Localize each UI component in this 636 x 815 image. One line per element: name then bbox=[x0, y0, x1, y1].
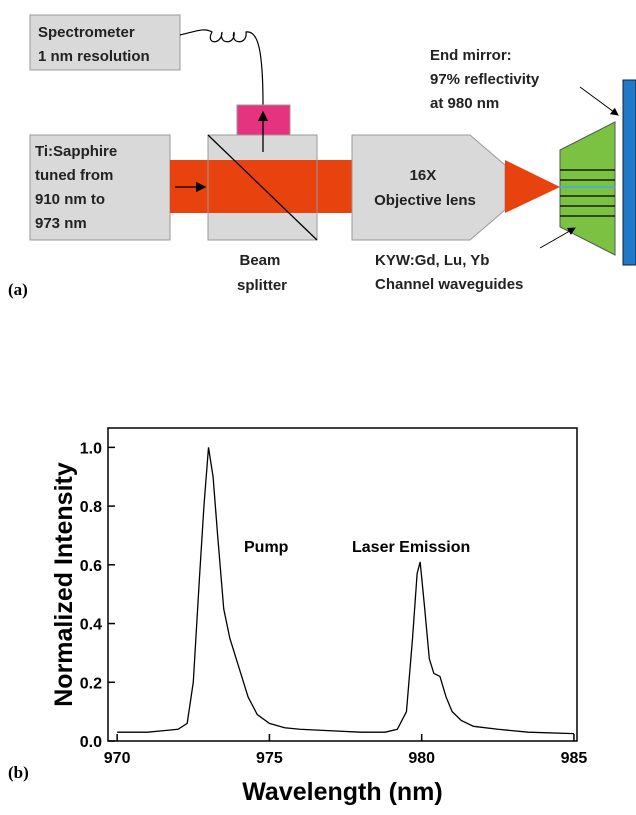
panel-label: (a) bbox=[8, 280, 28, 299]
label-line: 97% reflectivity bbox=[430, 71, 540, 88]
label-line: at 980 nm bbox=[430, 95, 499, 112]
label-line: Objective lens bbox=[374, 192, 476, 209]
label-line: 910 nm to bbox=[35, 191, 105, 208]
label-line: KYW:Gd, Lu, Yb bbox=[375, 252, 489, 269]
label-line: Channel waveguides bbox=[375, 276, 523, 293]
annotation: Pump bbox=[244, 539, 289, 556]
objective-label: 16X Objective lens bbox=[374, 167, 476, 209]
label-line: Ti:Sapphire bbox=[35, 143, 117, 160]
label-line: Spectrometer bbox=[38, 24, 135, 41]
pointer-arrow bbox=[579, 86, 619, 116]
spectrometer-label: Spectrometer 1 nm resolution bbox=[38, 24, 150, 65]
laser-label: Ti:Sapphire tuned from 910 nm to 973 nm bbox=[35, 143, 121, 232]
x-tick-label: 985 bbox=[561, 750, 588, 767]
x-tick-label: 980 bbox=[408, 750, 435, 767]
y-tick-label: 0.4 bbox=[80, 617, 102, 634]
x-tick-label: 970 bbox=[104, 750, 131, 767]
label-line: 16X bbox=[410, 167, 437, 184]
label-line: 973 nm bbox=[35, 215, 87, 232]
y-tick-label: 0.6 bbox=[80, 558, 102, 575]
spectrum-line bbox=[117, 447, 574, 735]
waveguide-label: KYW:Gd, Lu, Yb Channel waveguides bbox=[375, 252, 523, 293]
x-tick-label: 975 bbox=[256, 750, 283, 767]
panel-label: (b) bbox=[8, 763, 29, 782]
label-line: Beam bbox=[239, 252, 280, 269]
y-tick-label: 0.2 bbox=[80, 675, 102, 692]
splitter-label: Beam splitter bbox=[237, 252, 287, 294]
laser-box bbox=[29, 134, 171, 241]
label-line: 1 nm resolution bbox=[38, 48, 150, 65]
pointer-arrow bbox=[539, 227, 576, 249]
y-tick-label: 0.0 bbox=[80, 734, 102, 751]
end-mirror bbox=[622, 79, 636, 266]
focused-beam bbox=[505, 160, 560, 213]
fiber bbox=[179, 29, 264, 106]
label-line: splitter bbox=[237, 277, 287, 294]
waveguides bbox=[560, 169, 615, 217]
splitter-diagonal bbox=[207, 134, 318, 241]
y-axis-title: Normalized Intensity bbox=[50, 462, 78, 707]
plot-frame bbox=[107, 427, 578, 742]
y-tick-label: 0.8 bbox=[80, 499, 102, 516]
mirror-label: End mirror: 97% reflectivity at 980 nm bbox=[430, 47, 543, 112]
annotation: Laser Emission bbox=[352, 539, 470, 556]
label-line: End mirror: bbox=[430, 47, 512, 64]
waveguide-chip bbox=[559, 121, 616, 256]
objective-lens bbox=[351, 134, 506, 241]
spectrum-chart: 970 975 980 985 0.0 0.2 0.4 0.6 0.8 1.0 Pump Laser … bbox=[8, 427, 588, 806]
setup-diagram: Spectrometer 1 nm resolution Ti:Sapphire… bbox=[8, 14, 636, 299]
y-tick-label: 1.0 bbox=[80, 440, 102, 457]
label-line: tuned from bbox=[35, 167, 113, 184]
spectrometer-box bbox=[29, 14, 181, 71]
x-axis-title: Wavelength (nm) bbox=[242, 778, 442, 806]
